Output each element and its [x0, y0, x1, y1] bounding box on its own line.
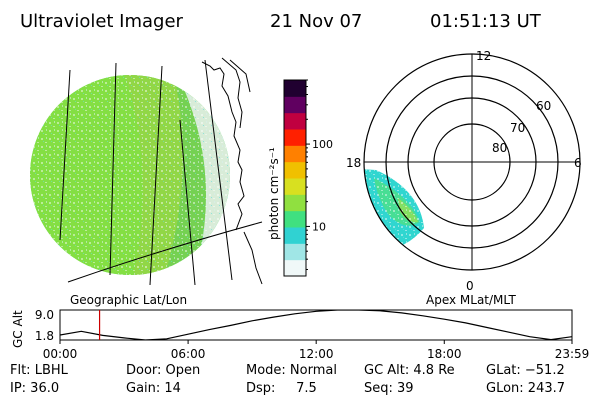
colorbar: 100 10 photon cm⁻²s⁻¹ — [267, 79, 333, 277]
colorbar-ticks: 100 10 — [306, 79, 333, 270]
colorbar-tick-label: 100 — [312, 138, 333, 151]
coastline — [243, 231, 263, 285]
colorbar-segment — [284, 80, 306, 97]
status-dsp: Dsp: 7.5 — [246, 381, 317, 396]
header-date: 21 Nov 07 — [270, 11, 362, 32]
gc-alt-x-tick-label: 00:00 — [43, 347, 78, 361]
apex-caption: Apex MLat/MLT — [426, 293, 516, 307]
gc-alt-x-tick-label: 06:00 — [171, 347, 206, 361]
longitude-line — [59, 69, 71, 241]
polar-auroral-speckle — [364, 168, 424, 251]
colorbar-segment — [284, 112, 306, 130]
colorbar-segment — [284, 227, 306, 244]
coastline — [229, 59, 251, 93]
status-ip: IP: 36.0 — [10, 381, 60, 396]
gc-alt-x-tick-label: 18:00 — [427, 347, 462, 361]
colorbar-label: photon cm⁻²s⁻¹ — [267, 147, 281, 240]
geographic-caption: Geographic Lat/Lon — [70, 293, 187, 307]
instrument-title: Ultraviolet Imager — [20, 11, 184, 32]
colorbar-segment — [284, 210, 306, 228]
coastline — [201, 61, 245, 231]
colorbar-segment — [284, 129, 306, 146]
mlt-label-12: 12 — [476, 49, 491, 63]
gc-alt-x-tick-label: 12:00 — [299, 347, 334, 361]
status-filter: Flt: LBHL — [10, 363, 68, 378]
mlat-label-80: 80 — [492, 141, 507, 155]
colorbar-frame — [283, 79, 307, 277]
gc-alt-y-tick-label: 1.8 — [35, 329, 54, 343]
header-time: 01:51:13 UT — [430, 11, 542, 32]
longitude-line — [109, 62, 117, 276]
colorbar-tick-label: 10 — [312, 220, 326, 233]
colorbar-segment — [284, 161, 306, 179]
gc-alt-x-ticks: 00:00 06:00 12:00 18:00 23:59 — [43, 340, 590, 361]
latitude-line — [67, 221, 263, 283]
colorbar-segment — [284, 96, 306, 114]
longitude-line — [204, 59, 233, 281]
status-glat: GLat: −51.2 — [486, 363, 565, 378]
status-gain: Gain: 14 — [126, 381, 181, 396]
polar-image-panel: 12 18 6 0 60 70 80 Apex MLat/MLT — [346, 49, 582, 307]
geographic-image-panel: Geographic Lat/Lon — [30, 57, 263, 307]
earth-disk-speckle — [30, 75, 230, 275]
status-seq: Seq: 39 — [364, 381, 414, 396]
mlt-label-18: 18 — [346, 156, 361, 170]
gc-alt-y-ticks: 9.0 1.8 — [35, 308, 54, 343]
colorbar-segment — [284, 194, 306, 212]
longitude-line — [149, 65, 163, 286]
gc-alt-y-tick-label: 9.0 — [35, 308, 54, 322]
colorbar-segment — [284, 259, 306, 277]
colorbar-segment — [284, 243, 306, 261]
mlat-label-60: 60 — [536, 99, 551, 113]
gc-alt-x-tick-label: 23:59 — [555, 347, 590, 361]
longitude-line — [179, 119, 196, 286]
gc-alt-frame — [59, 309, 573, 341]
mlt-label-6: 6 — [574, 156, 582, 170]
colorbar-segment — [284, 145, 306, 163]
status-glon: GLon: 243.7 — [486, 381, 566, 396]
gc-alt-ylabel: GC Alt — [11, 310, 25, 348]
mlat-label-70: 70 — [510, 121, 525, 135]
status-mode: Mode: Normal — [246, 363, 337, 378]
gc-alt-chart: 00:00 06:00 12:00 18:00 23:59 9.0 1.8 GC Alt — [11, 308, 589, 361]
colorbar-stops — [284, 80, 306, 277]
status-gc-alt: GC Alt: 4.8 Re — [364, 363, 455, 378]
gc-alt-series-line — [60, 310, 572, 340]
coastline — [221, 57, 243, 129]
colorbar-segment — [284, 178, 306, 195]
mlt-label-0: 0 — [466, 279, 474, 293]
status-door: Door: Open — [126, 363, 201, 378]
